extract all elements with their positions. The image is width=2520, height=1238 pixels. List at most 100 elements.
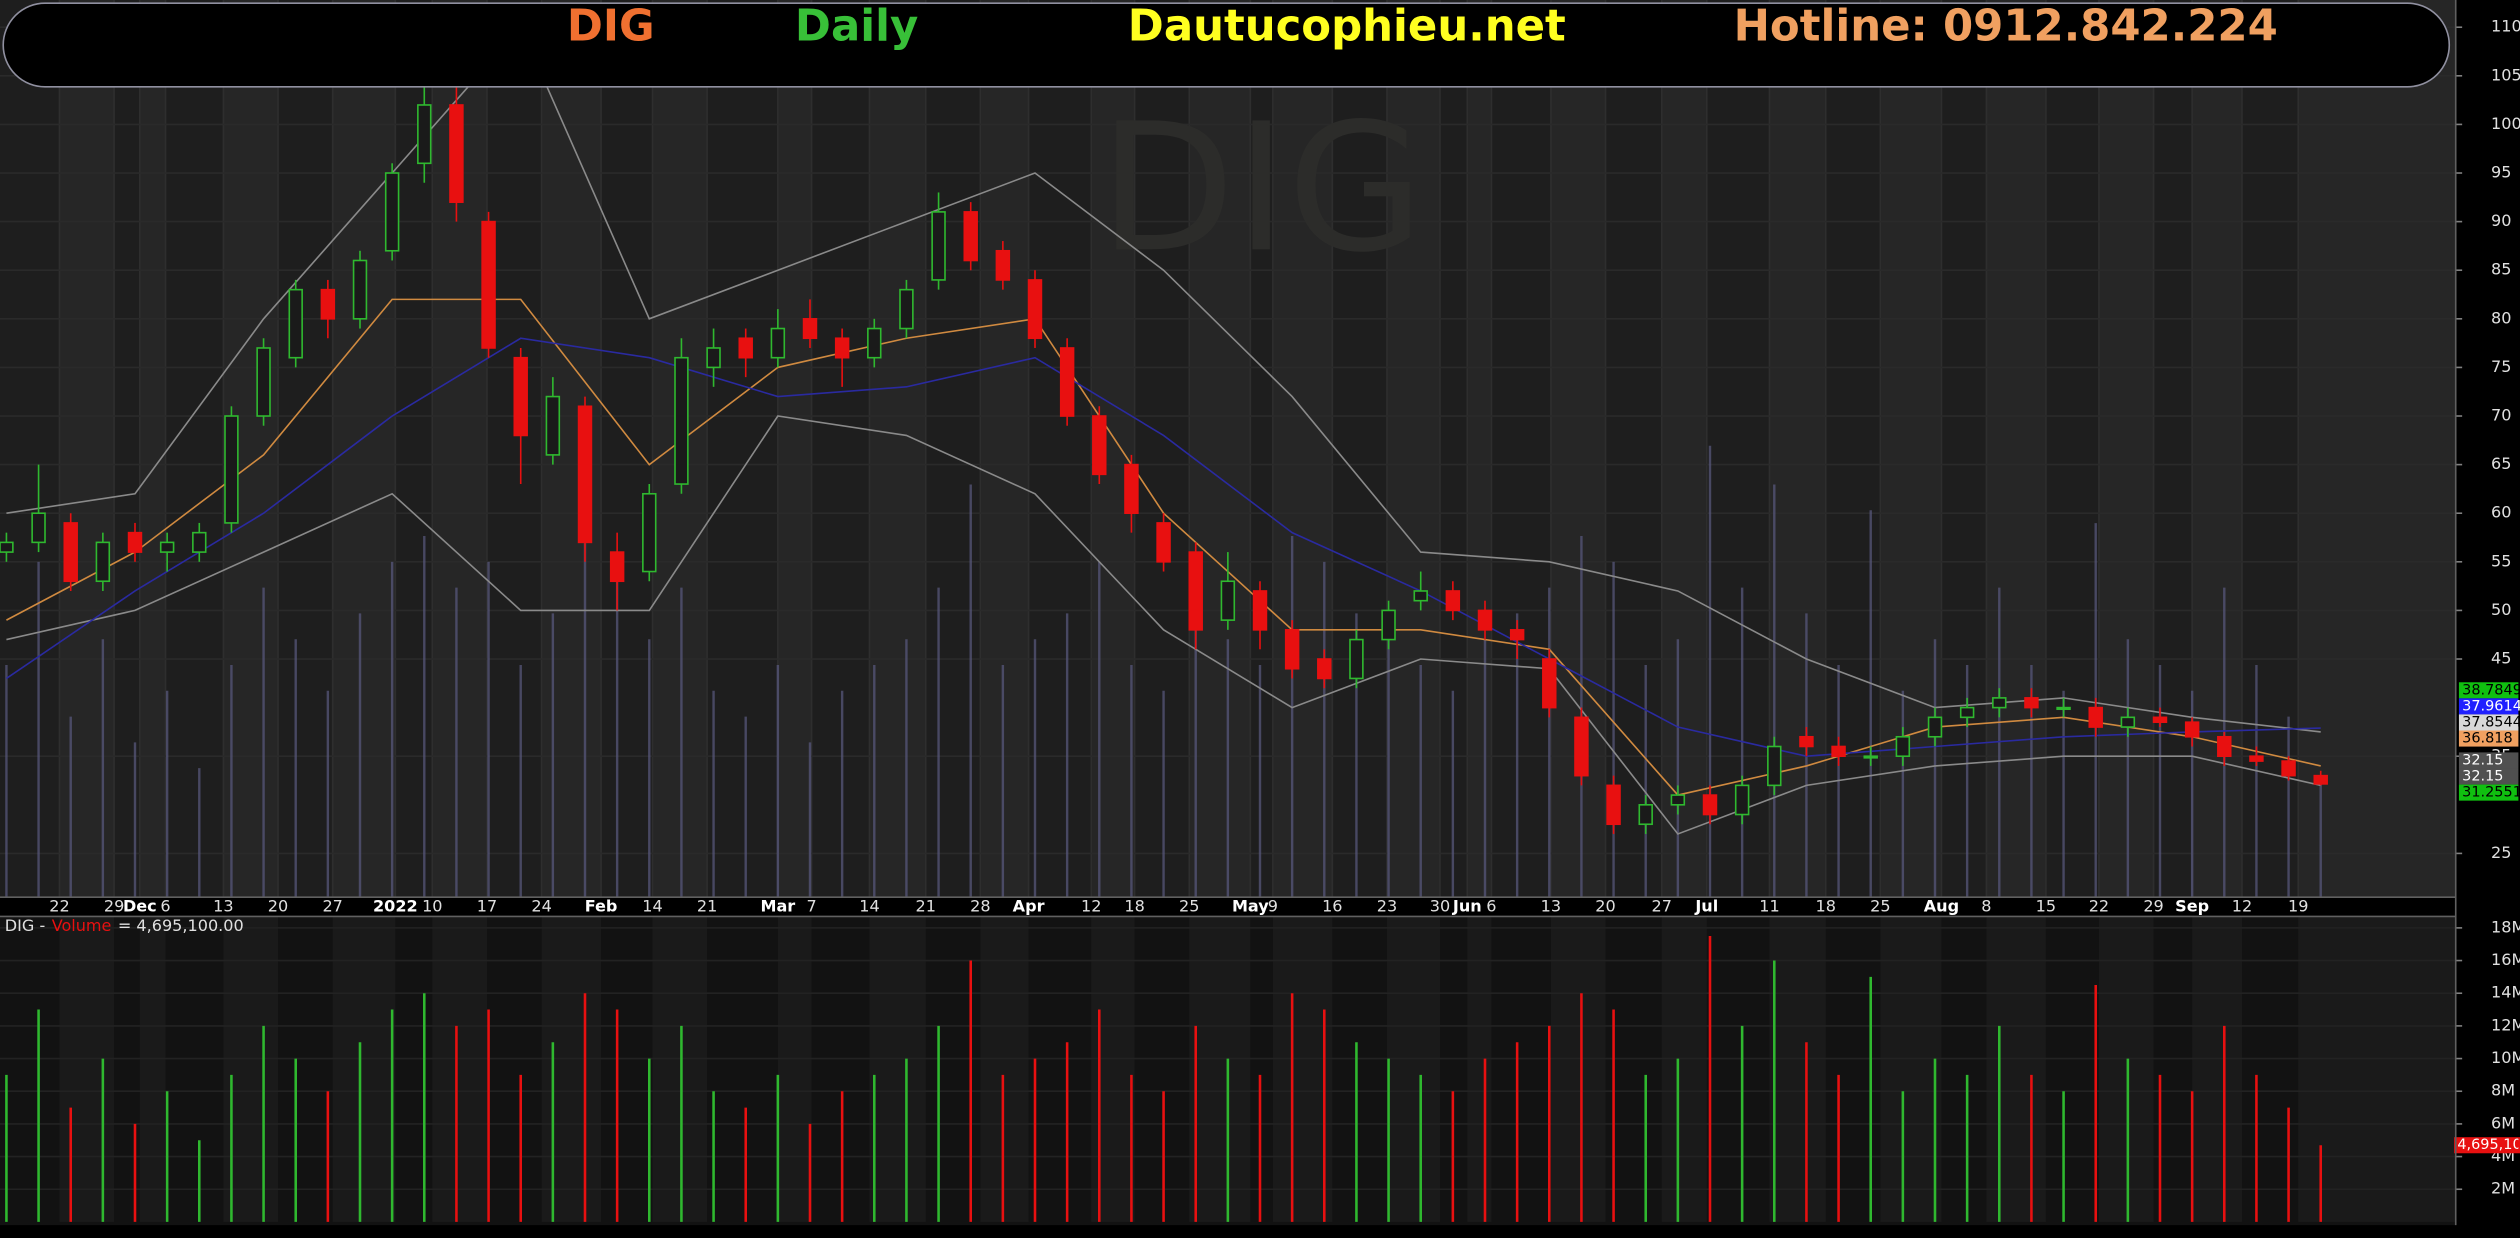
week-stripe (1986, 916, 2046, 1222)
y-tick-label: 75 (2491, 357, 2511, 376)
candle-body (481, 220, 496, 349)
candle-body (1542, 658, 1557, 709)
candle-body (417, 104, 432, 165)
x-tick-label: 20 (268, 896, 288, 915)
y-tick-label: 80 (2491, 308, 2511, 327)
price-tag-label: 37.9614 (2462, 698, 2520, 714)
week-stripe (59, 916, 115, 1222)
week-stripe (432, 916, 487, 1222)
candle-body (2152, 716, 2168, 723)
candle-body (1734, 784, 1750, 816)
week-stripe (59, 0, 115, 898)
x-tick-label: 21 (915, 896, 935, 915)
x-tick-label: Jun (1452, 896, 1482, 915)
week-stripe (1880, 0, 1942, 898)
x-tick-label: 27 (322, 896, 342, 915)
candle-body (256, 347, 271, 417)
y-tick-label: 60 (2491, 503, 2511, 522)
candle-body (2313, 774, 2328, 785)
week-stripe (1386, 0, 1440, 898)
candle-body (931, 211, 946, 281)
week-stripe (2298, 0, 2456, 898)
week-stripe (1272, 916, 1333, 1222)
candle-body (320, 288, 336, 320)
candle-body (1574, 716, 1589, 777)
candle-body (1959, 706, 1975, 719)
x-tick-label: 14 (859, 896, 879, 915)
candle-body (2281, 760, 2296, 777)
candle-body (1349, 638, 1364, 680)
price-tag-label: 31.2551 (2462, 785, 2520, 801)
candle-body (1092, 415, 1107, 476)
volume-tick-label: 6M (2491, 1113, 2515, 1132)
candle-body (1059, 347, 1075, 417)
x-tick-label: 18 (1124, 896, 1144, 915)
week-stripe (139, 916, 166, 1222)
candle-body (1284, 629, 1300, 670)
y-tick-label: 70 (2491, 406, 2511, 425)
week-stripe (1091, 916, 1135, 1222)
x-tick-label: 13 (1541, 896, 1561, 915)
x-tick-label: Apr (1013, 896, 1045, 915)
candle-body (1863, 755, 1878, 759)
watermark: DIG (1099, 85, 1424, 291)
x-tick-label: Dec (123, 896, 157, 915)
y-tick-label: 105 (2491, 65, 2520, 84)
price-tag (2458, 784, 2519, 801)
candle-body (545, 395, 561, 456)
candle-body (31, 512, 46, 544)
x-tick-label: 13 (213, 896, 233, 915)
plot: 253545505560657075808590951001051102M4M6… (0, 17, 2520, 1222)
candle-body (867, 327, 882, 359)
candle-body (738, 337, 753, 359)
symbol: DIG (567, 1, 655, 51)
volume-tick-label: 10M (2491, 1048, 2520, 1067)
candle-body (1188, 551, 1203, 631)
candle-body (2088, 706, 2103, 728)
candle-body (2120, 716, 2136, 728)
x-tick-label: Feb (585, 896, 618, 915)
volume-title: DIG - Volume = 4,695,100.00 (5, 916, 244, 935)
candle-body (770, 327, 786, 359)
x-tick-label: 29 (2143, 896, 2163, 915)
week-stripe (1386, 916, 1440, 1222)
y-tick-label: 50 (2491, 600, 2511, 619)
candle-body (1477, 609, 1493, 631)
candle-body (1799, 735, 1814, 748)
x-tick-label: 29 (104, 896, 124, 915)
week-stripe (541, 916, 602, 1222)
x-tick-label: 27 (1652, 896, 1672, 915)
y-tick-label: 55 (2491, 551, 2511, 570)
y-tick-label: 95 (2491, 163, 2511, 182)
y-tick-label: 110 (2491, 17, 2520, 36)
week-stripe (777, 916, 812, 1222)
x-tick-label: 11 (1759, 896, 1779, 915)
x-tick-label: 19 (2288, 896, 2308, 915)
header-box (2, 2, 2451, 88)
week-stripe (1467, 916, 1492, 1222)
week-stripe (652, 916, 708, 1222)
candle-body (1927, 716, 1943, 738)
price-tag-label: 36.818 (2462, 731, 2513, 747)
candle-body (127, 531, 143, 553)
candle-body (1156, 522, 1171, 563)
candle-body (1702, 794, 1718, 816)
candle-body (1220, 580, 1236, 621)
x-tick-label: 25 (1870, 896, 1890, 915)
candle-body (1317, 658, 1332, 680)
y-tick-label: 85 (2491, 260, 2511, 279)
week-stripe (869, 916, 926, 1222)
week-stripe (2098, 916, 2154, 1222)
candle-body (1992, 697, 2007, 709)
candle-body (1831, 745, 1846, 758)
candle-body (95, 541, 111, 583)
week-stripe (777, 0, 812, 898)
price-tag (2458, 752, 2519, 769)
x-tick-label: Sep (2175, 896, 2209, 915)
price-tag (2458, 682, 2519, 699)
y-tick-label: 45 (2491, 649, 2511, 668)
week-stripe (1661, 916, 1707, 1222)
x-tick-label: 30 (1430, 896, 1450, 915)
candle-body (1767, 745, 1782, 787)
price-tag (2458, 714, 2519, 731)
